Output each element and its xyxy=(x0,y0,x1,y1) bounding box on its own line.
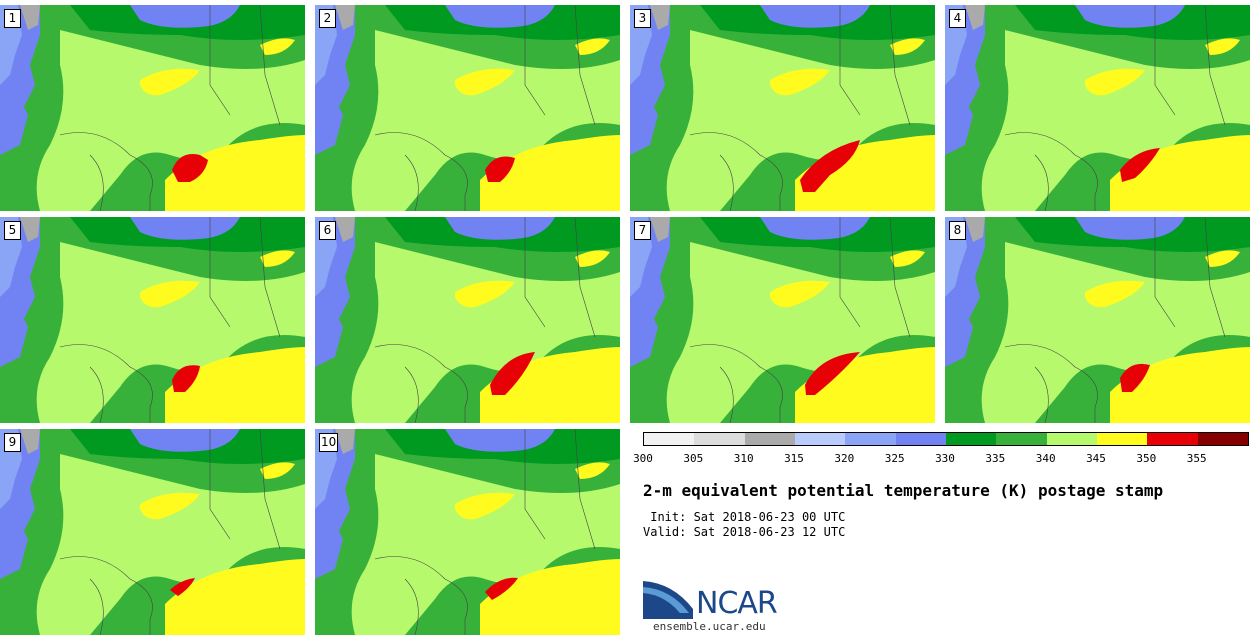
theta-e-map xyxy=(945,5,1250,211)
colorbar-segment xyxy=(1147,433,1198,445)
ncar-logo-text: NCAR xyxy=(696,586,778,621)
colorbar-tick-label: 350 xyxy=(1136,452,1157,465)
colorbar-tick-label: 315 xyxy=(784,452,804,465)
panel-number: 10 xyxy=(319,433,339,452)
valid-time: Valid: Sat 2018-06-23 12 UTC xyxy=(643,525,846,539)
map-panel-5: 5 xyxy=(0,217,305,423)
colorbar xyxy=(643,432,1249,446)
colorbar-segment xyxy=(744,433,795,445)
colorbar-tick-label: 345 xyxy=(1086,452,1106,465)
panel-number: 9 xyxy=(4,433,21,452)
ncar-logo-icon xyxy=(643,581,693,619)
panel-number: 5 xyxy=(4,221,21,240)
theta-e-map xyxy=(0,217,305,423)
map-panel-10: 10 xyxy=(315,429,620,635)
theta-e-map xyxy=(945,217,1250,423)
colorbar-segment xyxy=(895,433,946,445)
map-panel-2: 2 xyxy=(315,5,620,211)
colorbar-segment xyxy=(945,433,997,445)
colorbar-segment xyxy=(794,433,846,445)
colorbar-segment xyxy=(1046,433,1097,445)
panel-number: 2 xyxy=(319,9,336,28)
colorbar-tick-label: 310 xyxy=(733,452,754,465)
theta-e-map xyxy=(315,217,620,423)
map-panel-6: 6 xyxy=(315,217,620,423)
map-panel-9: 9 xyxy=(0,429,305,635)
colorbar-tick-label: 305 xyxy=(683,452,704,465)
panel-number: 7 xyxy=(634,221,651,240)
theta-e-map xyxy=(315,429,620,635)
panel-number: 3 xyxy=(634,9,651,28)
theta-e-map xyxy=(630,5,935,211)
colorbar-tick-label: 340 xyxy=(1035,452,1056,465)
theta-e-map xyxy=(0,429,305,635)
panel-number: 6 xyxy=(319,221,336,240)
map-panel-1: 1 xyxy=(0,5,305,211)
theta-e-map xyxy=(630,217,935,423)
colorbar-tick-label: 300 xyxy=(633,452,653,465)
colorbar-tick-label: 325 xyxy=(884,452,905,465)
colorbar-tick-label: 330 xyxy=(935,452,955,465)
panel-number: 8 xyxy=(949,221,966,240)
colorbar-segment xyxy=(1197,433,1248,445)
logo-url: ensemble.ucar.edu xyxy=(653,620,766,633)
colorbar-segment xyxy=(1096,433,1148,445)
theta-e-map xyxy=(0,5,305,211)
colorbar-segment xyxy=(644,433,695,445)
colorbar-tick-label: 335 xyxy=(985,452,1006,465)
colorbar-segment xyxy=(996,433,1047,445)
chart-title: 2-m equivalent potential temperature (K)… xyxy=(643,481,1164,500)
map-panel-4: 4 xyxy=(945,5,1250,211)
colorbar-segment xyxy=(694,433,745,445)
init-time: Init: Sat 2018-06-23 00 UTC xyxy=(643,510,846,524)
map-panel-7: 7 xyxy=(630,217,935,423)
colorbar-tick-label: 355 xyxy=(1186,452,1207,465)
colorbar-segment xyxy=(845,433,896,445)
map-panel-8: 8 xyxy=(945,217,1250,423)
theta-e-map xyxy=(315,5,620,211)
panel-number: 4 xyxy=(949,9,966,28)
colorbar-tick-label: 320 xyxy=(834,452,855,465)
map-panel-3: 3 xyxy=(630,5,935,211)
panel-number: 1 xyxy=(4,9,21,28)
